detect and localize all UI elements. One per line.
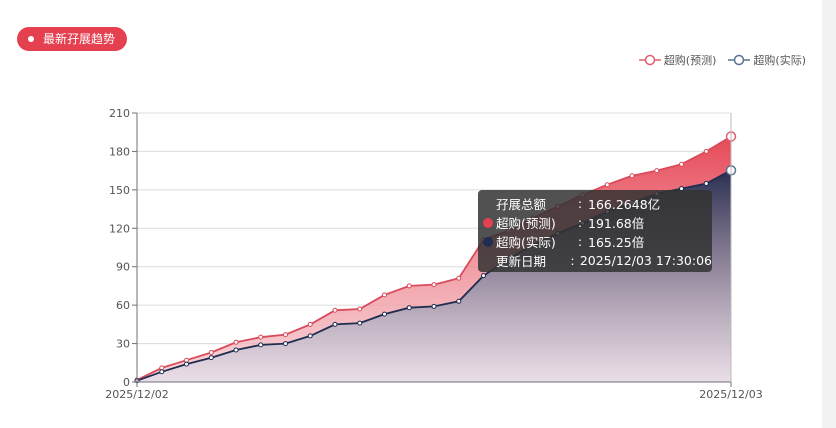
data-point[interactable] [406, 305, 412, 311]
data-point[interactable] [703, 148, 709, 154]
data-point[interactable] [233, 339, 239, 345]
page-scroll-gutter [822, 0, 836, 428]
tooltip-row-value: 166.2648亿 [588, 197, 661, 212]
tooltip-actual-dot-icon [483, 236, 493, 247]
section-title-badge: 最新孖展趋势 [17, 27, 128, 51]
chart-tooltip: 孖展总额 : 166.2648亿 超购(预测) : 191.68倍 超购(实际)… [478, 190, 712, 272]
chart-legend[interactable]: 超购(预测) 超购(实际) [638, 52, 806, 68]
x-tick-label: 2025/12/03 [699, 388, 762, 401]
y-tick-label: 120 [109, 222, 130, 235]
tooltip-blank-marker [483, 256, 493, 266]
legend-actual-marker-icon [728, 54, 751, 66]
chart-axes: 0 30 60 90 120 150 180 210 2025/12/02 2025/12/03 [105, 107, 762, 401]
legend-forecast-label: 超购(预测) [663, 54, 717, 67]
data-point[interactable] [357, 320, 363, 326]
data-point[interactable] [703, 180, 709, 186]
data-point[interactable] [406, 283, 412, 289]
y-tick-label: 30 [116, 338, 130, 351]
legend-forecast-marker-icon [638, 54, 661, 66]
data-point[interactable] [233, 347, 239, 353]
data-point[interactable] [382, 292, 387, 298]
data-point[interactable] [208, 355, 214, 361]
tooltip-separator: : [577, 234, 583, 249]
tooltip-separator: : [570, 253, 575, 268]
title-dot-icon [28, 36, 34, 42]
data-point[interactable] [456, 275, 462, 281]
tooltip-row-value: 2025/12/03 17:30:06 [579, 253, 712, 268]
tooltip-row-label: 超购(实际) [496, 235, 556, 250]
data-point[interactable] [629, 173, 635, 179]
data-point[interactable] [679, 161, 684, 167]
y-tick-label: 90 [116, 261, 130, 274]
tooltip-blank-marker [483, 199, 493, 209]
tooltip-row-value: 165.25倍 [588, 235, 645, 250]
data-point[interactable] [357, 306, 363, 312]
data-point[interactable] [208, 350, 214, 356]
tooltip-separator: : [577, 215, 583, 230]
legend-actual-label: 超购(实际) [753, 54, 806, 67]
y-tick-label: 60 [116, 299, 130, 312]
data-point[interactable] [332, 321, 338, 327]
data-point[interactable] [604, 182, 610, 188]
x-tick-label: 2025/12/02 [105, 388, 168, 401]
tooltip-row-forecast: 超购(预测) : 191.68倍 [483, 213, 712, 232]
data-point[interactable] [307, 321, 313, 327]
y-tick-label: 0 [123, 376, 130, 389]
legend-item-forecast[interactable]: 超购(预测) [638, 52, 717, 68]
data-point[interactable] [382, 311, 387, 317]
tooltip-row-label: 超购(预测) [496, 216, 556, 231]
tooltip-row-margin-total: 孖展总额 : 166.2648亿 [483, 194, 712, 213]
y-tick-label: 210 [109, 107, 130, 120]
tooltip-row-update-time: 更新日期 : 2025/12/03 17:30:06 [483, 251, 712, 270]
data-point[interactable] [258, 342, 264, 348]
data-point[interactable] [431, 303, 437, 309]
data-point[interactable] [258, 334, 264, 340]
section-title: 最新孖展趋势 [43, 32, 116, 46]
tooltip-row-actual: 超购(实际) : 165.25倍 [483, 232, 712, 251]
tooltip-row-label: 更新日期 [496, 254, 547, 269]
data-point[interactable] [307, 333, 313, 339]
data-point[interactable] [184, 361, 189, 367]
tooltip-row-label: 孖展总额 [496, 197, 547, 212]
y-tick-label: 180 [109, 145, 130, 158]
data-point[interactable] [481, 273, 486, 279]
tooltip-separator: : [577, 196, 583, 211]
data-point[interactable] [456, 298, 462, 304]
data-point[interactable] [431, 282, 437, 288]
tooltip-forecast-dot-icon [483, 217, 493, 228]
data-point[interactable] [283, 341, 288, 347]
data-point[interactable] [159, 369, 165, 375]
data-point[interactable] [283, 332, 288, 338]
y-tick-label: 150 [109, 184, 130, 197]
data-point[interactable] [332, 307, 338, 313]
legend-item-actual[interactable]: 超购(实际) [728, 52, 806, 68]
data-point[interactable] [654, 168, 660, 174]
tooltip-row-value: 191.68倍 [588, 216, 645, 231]
